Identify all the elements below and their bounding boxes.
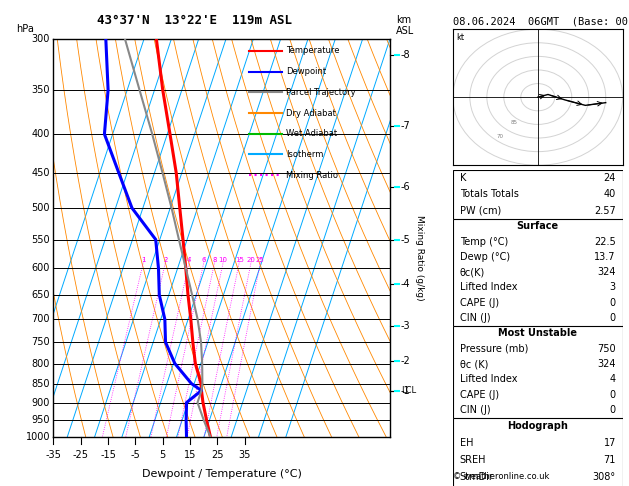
Text: -2: -2 (401, 356, 411, 366)
Text: 650: 650 (31, 290, 50, 300)
Text: Wet Adiabat: Wet Adiabat (286, 129, 337, 138)
Text: -7: -7 (401, 121, 411, 131)
Text: Dewpoint: Dewpoint (286, 67, 326, 76)
Text: 25: 25 (211, 450, 224, 460)
Text: 3: 3 (610, 282, 616, 293)
Text: Temp (°C): Temp (°C) (460, 237, 508, 246)
Text: 2: 2 (163, 257, 167, 263)
Text: hPa: hPa (16, 24, 33, 34)
Text: 43°37'N  13°22'E  119m ASL: 43°37'N 13°22'E 119m ASL (97, 14, 292, 27)
Text: 950: 950 (31, 416, 50, 425)
Text: SREH: SREH (460, 455, 486, 466)
Text: -15: -15 (100, 450, 116, 460)
Text: 450: 450 (31, 168, 50, 178)
Text: Parcel Trajectory: Parcel Trajectory (286, 88, 355, 97)
Text: θᴄ(K): θᴄ(K) (460, 267, 485, 277)
Text: 900: 900 (31, 398, 50, 408)
Text: Pressure (mb): Pressure (mb) (460, 344, 528, 354)
Text: 6: 6 (201, 257, 206, 263)
Text: LCL: LCL (401, 386, 416, 395)
Text: 8: 8 (212, 257, 217, 263)
Text: 750: 750 (31, 337, 50, 347)
Text: 0: 0 (610, 313, 616, 323)
Text: 22.5: 22.5 (594, 237, 616, 246)
Text: 20: 20 (247, 257, 255, 263)
Text: Mixing Ratio (g/kg): Mixing Ratio (g/kg) (415, 215, 424, 301)
Text: 17: 17 (604, 438, 616, 449)
Text: 25: 25 (256, 257, 265, 263)
Text: -1: -1 (401, 386, 410, 396)
Text: 350: 350 (31, 85, 50, 95)
Text: 71: 71 (604, 455, 616, 466)
Text: StmDir: StmDir (460, 472, 494, 483)
Text: Temperature: Temperature (286, 46, 339, 55)
Text: 15: 15 (184, 450, 196, 460)
Text: Isotherm: Isotherm (286, 150, 323, 159)
Text: -8: -8 (401, 50, 410, 60)
Text: Surface: Surface (517, 221, 559, 231)
Text: 2.57: 2.57 (594, 206, 616, 216)
Text: PW (cm): PW (cm) (460, 206, 501, 216)
Text: 324: 324 (598, 359, 616, 369)
Text: 324: 324 (598, 267, 616, 277)
Text: 700: 700 (31, 314, 50, 324)
Text: -6: -6 (401, 182, 410, 192)
Text: Lifted Index: Lifted Index (460, 282, 517, 293)
Text: 4: 4 (187, 257, 191, 263)
Text: 70: 70 (497, 134, 504, 139)
Text: EH: EH (460, 438, 473, 449)
Text: Lifted Index: Lifted Index (460, 375, 517, 384)
Text: 24: 24 (604, 173, 616, 183)
Text: 10: 10 (219, 257, 228, 263)
Text: 1: 1 (141, 257, 145, 263)
Text: 35: 35 (238, 450, 251, 460)
Text: 1000: 1000 (26, 433, 50, 442)
Text: © weatheronline.co.uk: © weatheronline.co.uk (453, 472, 549, 481)
Text: 550: 550 (31, 235, 50, 244)
Text: -4: -4 (401, 279, 410, 290)
Text: 850: 850 (31, 379, 50, 389)
Text: 400: 400 (31, 129, 50, 139)
Text: Dewpoint / Temperature (°C): Dewpoint / Temperature (°C) (142, 469, 302, 479)
Text: 0: 0 (610, 405, 616, 415)
Text: -5: -5 (401, 235, 411, 244)
Text: kt: kt (456, 33, 464, 42)
Text: km
ASL: km ASL (396, 15, 415, 36)
Text: 85: 85 (511, 121, 518, 125)
Text: 08.06.2024  06GMT  (Base: 00): 08.06.2024 06GMT (Base: 00) (453, 17, 629, 27)
Text: Dry Adiabat: Dry Adiabat (286, 108, 335, 118)
Text: CAPE (J): CAPE (J) (460, 390, 499, 400)
Text: 600: 600 (31, 263, 50, 273)
Text: 5: 5 (160, 450, 166, 460)
Text: 40: 40 (604, 190, 616, 199)
Text: 4: 4 (610, 375, 616, 384)
Text: -35: -35 (45, 450, 62, 460)
Text: Hodograph: Hodograph (508, 421, 568, 432)
Text: CAPE (J): CAPE (J) (460, 298, 499, 308)
Text: -5: -5 (131, 450, 140, 460)
Text: 308°: 308° (593, 472, 616, 483)
Text: K: K (460, 173, 466, 183)
Text: 800: 800 (31, 359, 50, 368)
Text: 750: 750 (598, 344, 616, 354)
Text: Dewp (°C): Dewp (°C) (460, 252, 509, 262)
Text: Most Unstable: Most Unstable (498, 329, 577, 338)
Text: θᴄ (K): θᴄ (K) (460, 359, 488, 369)
Text: 500: 500 (31, 203, 50, 213)
Text: 0: 0 (610, 390, 616, 400)
Text: 13.7: 13.7 (594, 252, 616, 262)
Text: -3: -3 (401, 321, 410, 331)
Text: Totals Totals: Totals Totals (460, 190, 518, 199)
Text: Mixing Ratio: Mixing Ratio (286, 171, 338, 180)
Text: CIN (J): CIN (J) (460, 313, 490, 323)
Text: CIN (J): CIN (J) (460, 405, 490, 415)
Text: -25: -25 (73, 450, 89, 460)
Text: 300: 300 (31, 34, 50, 44)
Text: 15: 15 (235, 257, 243, 263)
Text: 0: 0 (610, 298, 616, 308)
